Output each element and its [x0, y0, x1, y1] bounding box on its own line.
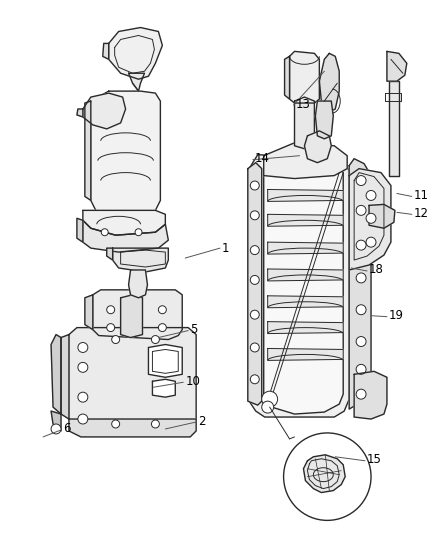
Polygon shape — [85, 295, 93, 329]
Circle shape — [78, 343, 88, 352]
Polygon shape — [315, 101, 333, 139]
Circle shape — [283, 433, 371, 520]
Circle shape — [366, 190, 376, 200]
Circle shape — [366, 237, 376, 247]
Circle shape — [356, 389, 366, 399]
Circle shape — [51, 424, 61, 434]
Circle shape — [250, 375, 259, 384]
Circle shape — [159, 324, 166, 332]
Polygon shape — [268, 296, 343, 308]
Circle shape — [159, 306, 166, 314]
Circle shape — [356, 175, 366, 185]
Circle shape — [78, 362, 88, 373]
Circle shape — [107, 324, 115, 332]
Polygon shape — [152, 379, 175, 397]
Polygon shape — [319, 53, 339, 113]
Circle shape — [366, 213, 376, 223]
Circle shape — [250, 276, 259, 285]
Polygon shape — [304, 131, 331, 163]
Polygon shape — [268, 214, 343, 226]
Polygon shape — [349, 159, 371, 409]
Polygon shape — [83, 220, 168, 252]
Text: 13: 13 — [296, 98, 311, 110]
Text: 1: 1 — [222, 241, 230, 255]
Polygon shape — [248, 163, 262, 405]
Text: 2: 2 — [198, 415, 205, 427]
Circle shape — [112, 420, 120, 428]
Polygon shape — [389, 81, 399, 175]
Polygon shape — [129, 270, 148, 298]
Polygon shape — [77, 109, 83, 117]
Polygon shape — [290, 51, 319, 103]
Text: 11: 11 — [414, 189, 429, 202]
Circle shape — [356, 336, 366, 346]
Polygon shape — [349, 168, 391, 270]
Polygon shape — [120, 295, 142, 337]
Polygon shape — [354, 372, 387, 419]
Text: 14: 14 — [255, 152, 270, 165]
Text: 15: 15 — [367, 453, 382, 466]
Polygon shape — [369, 204, 395, 228]
Circle shape — [262, 401, 274, 413]
Text: 19: 19 — [389, 309, 404, 322]
Text: 6: 6 — [63, 423, 71, 435]
Polygon shape — [93, 290, 182, 340]
Circle shape — [112, 336, 120, 343]
Polygon shape — [69, 419, 196, 437]
Text: 5: 5 — [190, 323, 198, 336]
Circle shape — [356, 273, 366, 283]
Polygon shape — [268, 321, 343, 334]
Circle shape — [107, 306, 115, 314]
Circle shape — [250, 181, 259, 190]
Polygon shape — [51, 335, 61, 414]
Text: 18: 18 — [369, 263, 384, 277]
Polygon shape — [77, 219, 83, 242]
Circle shape — [101, 229, 108, 236]
Polygon shape — [285, 56, 290, 99]
Polygon shape — [148, 344, 182, 377]
Polygon shape — [268, 190, 343, 201]
Polygon shape — [91, 91, 160, 219]
Polygon shape — [83, 211, 165, 235]
Polygon shape — [83, 93, 126, 129]
Circle shape — [78, 392, 88, 402]
Polygon shape — [268, 349, 343, 360]
Circle shape — [356, 365, 366, 374]
Polygon shape — [107, 248, 113, 260]
Polygon shape — [387, 51, 407, 81]
Polygon shape — [51, 411, 61, 431]
Polygon shape — [113, 248, 168, 272]
Circle shape — [250, 246, 259, 255]
Circle shape — [152, 336, 159, 343]
Circle shape — [250, 310, 259, 319]
Polygon shape — [69, 328, 196, 435]
Polygon shape — [248, 155, 349, 417]
Circle shape — [135, 229, 142, 236]
Polygon shape — [85, 101, 91, 200]
Polygon shape — [268, 269, 343, 281]
Circle shape — [250, 343, 259, 352]
Text: 12: 12 — [414, 207, 429, 220]
Circle shape — [262, 391, 278, 407]
Polygon shape — [294, 97, 314, 149]
Text: 10: 10 — [185, 375, 200, 388]
Polygon shape — [103, 43, 109, 59]
Polygon shape — [109, 28, 162, 79]
Circle shape — [78, 414, 88, 424]
Polygon shape — [268, 242, 343, 254]
Polygon shape — [304, 455, 345, 492]
Circle shape — [152, 420, 159, 428]
Circle shape — [356, 305, 366, 314]
Polygon shape — [264, 160, 343, 414]
Circle shape — [356, 205, 366, 215]
Polygon shape — [61, 335, 69, 419]
Polygon shape — [129, 73, 145, 91]
Circle shape — [250, 211, 259, 220]
Circle shape — [356, 240, 366, 250]
Polygon shape — [264, 143, 347, 179]
